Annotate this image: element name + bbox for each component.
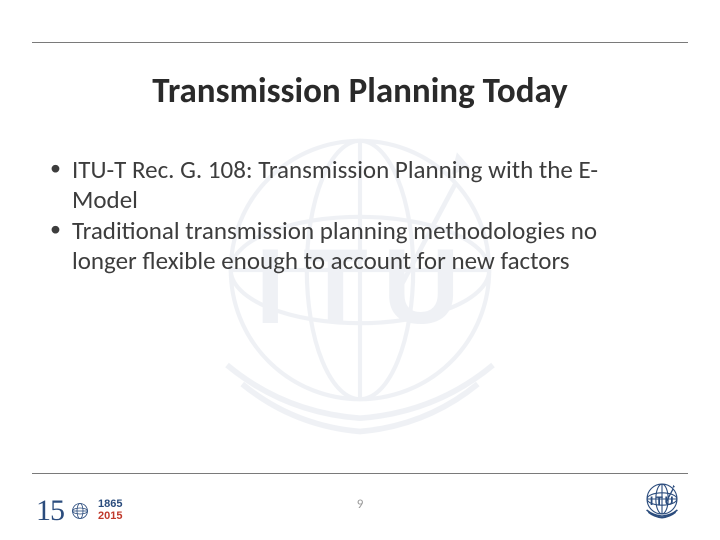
- bullet-item: Traditional transmission planning method…: [46, 216, 660, 275]
- slide-body: ITU-T Rec. G. 108: Transmission Planning…: [46, 155, 660, 277]
- anniversary-globe-icon: [70, 501, 90, 521]
- bullet-list: ITU-T Rec. G. 108: Transmission Planning…: [46, 155, 660, 275]
- bottom-divider: [32, 473, 688, 474]
- top-divider: [32, 42, 688, 43]
- anniversary-year-end: 2015: [98, 511, 122, 523]
- slide: I T U Transmission Planning Today ITU-T …: [0, 0, 720, 540]
- anniversary-logo: 15 1865 2015: [36, 496, 122, 526]
- itu-logo: I T U: [640, 477, 684, 526]
- itu-logo-icon: I T U: [640, 477, 684, 521]
- slide-title: Transmission Planning Today: [0, 70, 720, 112]
- svg-text:I: I: [650, 494, 653, 508]
- svg-text:T: T: [655, 494, 663, 508]
- svg-text:U: U: [665, 494, 674, 508]
- anniversary-number: 15: [36, 496, 64, 526]
- bullet-item: ITU-T Rec. G. 108: Transmission Planning…: [46, 155, 660, 214]
- anniversary-years: 1865 2015: [98, 499, 122, 522]
